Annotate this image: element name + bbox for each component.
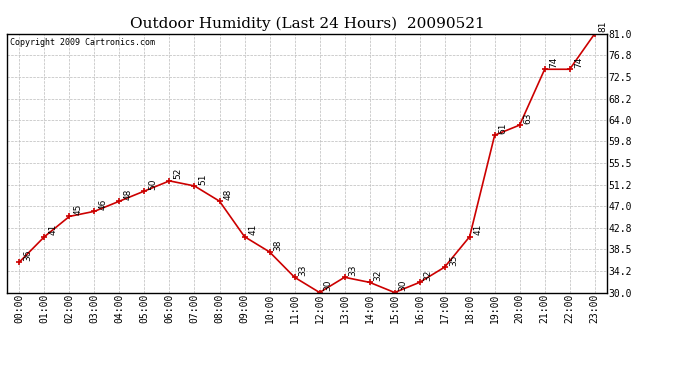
- Text: 51: 51: [199, 173, 208, 184]
- Text: 41: 41: [474, 224, 483, 235]
- Text: 41: 41: [48, 224, 57, 235]
- Text: 30: 30: [399, 280, 408, 291]
- Text: 30: 30: [324, 280, 333, 291]
- Text: 46: 46: [99, 198, 108, 210]
- Text: 52: 52: [174, 168, 183, 180]
- Text: 48: 48: [124, 188, 132, 200]
- Text: 33: 33: [348, 264, 357, 276]
- Text: 48: 48: [224, 188, 233, 200]
- Text: Copyright 2009 Cartronics.com: Copyright 2009 Cartronics.com: [10, 38, 155, 46]
- Text: 74: 74: [574, 57, 583, 68]
- Text: 63: 63: [524, 112, 533, 124]
- Text: 61: 61: [499, 122, 508, 134]
- Text: 50: 50: [148, 178, 157, 190]
- Text: 32: 32: [374, 270, 383, 281]
- Text: 45: 45: [74, 204, 83, 215]
- Text: 38: 38: [274, 239, 283, 250]
- Text: 32: 32: [424, 270, 433, 281]
- Text: 41: 41: [248, 224, 257, 235]
- Text: 35: 35: [448, 254, 457, 266]
- Text: 74: 74: [549, 57, 558, 68]
- Title: Outdoor Humidity (Last 24 Hours)  20090521: Outdoor Humidity (Last 24 Hours) 2009052…: [130, 17, 484, 31]
- Text: 33: 33: [299, 264, 308, 276]
- Text: 36: 36: [23, 249, 32, 261]
- Text: 81: 81: [599, 21, 608, 32]
